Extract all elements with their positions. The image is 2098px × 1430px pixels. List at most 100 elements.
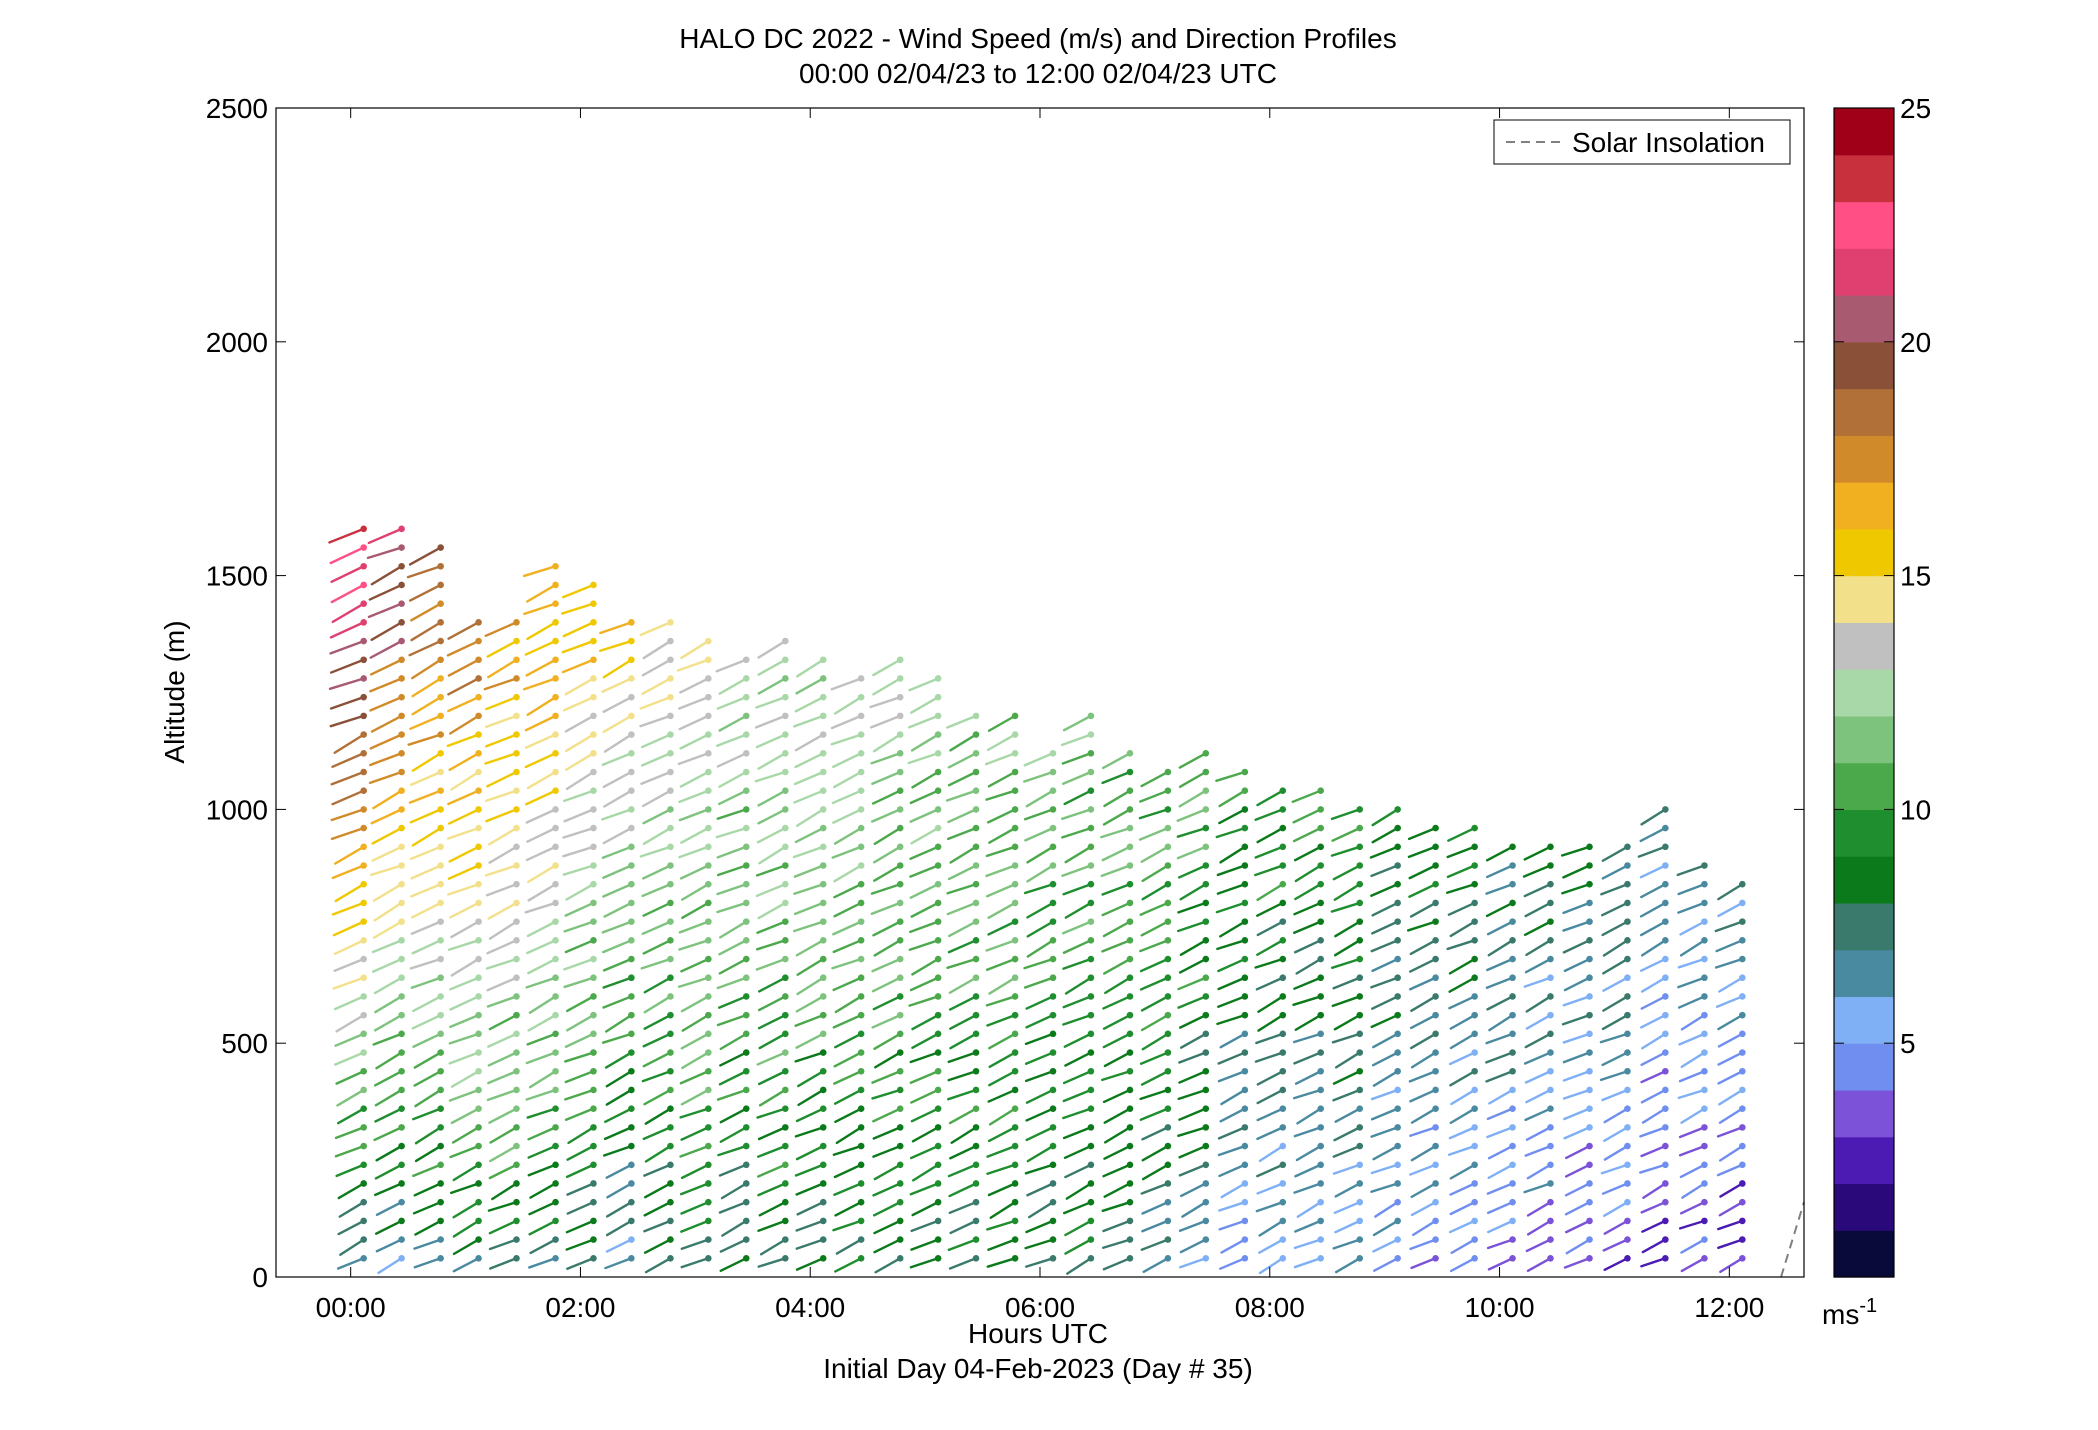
wind-barb bbox=[1679, 920, 1706, 936]
x-axis-sublabel: Initial Day 04-Feb-2023 (Day # 35) bbox=[823, 1353, 1253, 1384]
wind-barb-dot bbox=[972, 806, 980, 813]
wind-barb-dot bbox=[1164, 1254, 1172, 1262]
wind-barb-dot bbox=[1241, 880, 1249, 888]
wind-barb-dot bbox=[705, 993, 712, 1000]
wind-barb-dot bbox=[628, 974, 635, 982]
wind-barb-dot bbox=[1394, 806, 1401, 813]
wind-barb-dot bbox=[1241, 1198, 1249, 1206]
wind-barb bbox=[1640, 1051, 1667, 1066]
wind-barb bbox=[1025, 1107, 1055, 1122]
wind-barb bbox=[1679, 1163, 1706, 1179]
wind-barb bbox=[488, 1013, 518, 1031]
wind-barb bbox=[830, 733, 863, 746]
wind-barb-dot bbox=[475, 974, 482, 982]
y-tick-label: 1500 bbox=[206, 561, 268, 592]
wind-barb bbox=[642, 826, 672, 845]
wind-barb bbox=[1449, 1163, 1476, 1180]
wind-barb-dot bbox=[1087, 1198, 1095, 1206]
wind-barb-dot bbox=[1126, 1198, 1134, 1206]
wind-barb-dot bbox=[1317, 806, 1324, 813]
wind-barb bbox=[1104, 1126, 1132, 1144]
wind-barb-dot bbox=[398, 1067, 405, 1075]
wind-barb-dot bbox=[513, 1105, 520, 1112]
wind-barb-dot bbox=[1739, 1011, 1746, 1019]
wind-barb bbox=[872, 1200, 902, 1217]
wind-barb bbox=[832, 939, 863, 954]
wind-barb-dot bbox=[590, 806, 597, 813]
wind-barb-dot bbox=[1701, 899, 1708, 907]
wind-barb bbox=[602, 976, 633, 989]
wind-barb bbox=[718, 677, 748, 695]
wind-barb-dot bbox=[972, 1124, 980, 1131]
wind-barb-dot bbox=[1011, 1198, 1019, 1206]
wind-barb bbox=[1524, 1107, 1552, 1122]
wind-barb-dot bbox=[360, 899, 367, 907]
wind-barb bbox=[409, 957, 442, 970]
wind-barb-dot bbox=[628, 1198, 635, 1206]
wind-barb bbox=[1599, 1032, 1629, 1044]
wind-barb-dot bbox=[1164, 993, 1172, 1000]
wind-barb bbox=[1561, 1013, 1591, 1026]
wind-barb bbox=[1140, 1238, 1170, 1251]
wind-barb bbox=[524, 714, 557, 732]
wind-barb bbox=[1220, 1088, 1247, 1106]
wind-barb bbox=[374, 1182, 403, 1197]
wind-barb-dot bbox=[1356, 1236, 1364, 1243]
wind-barb-dot bbox=[1317, 880, 1324, 888]
wind-barb-dot bbox=[1662, 937, 1669, 944]
wind-barb-dot bbox=[1087, 862, 1095, 869]
wind-barb-dot bbox=[1739, 1030, 1746, 1038]
wind-barb-dot bbox=[1049, 1049, 1057, 1056]
wind-barb-dot bbox=[1202, 1198, 1210, 1206]
wind-barb-dot bbox=[360, 824, 367, 832]
wind-barb-dot bbox=[705, 1161, 712, 1169]
wind-barb-dot bbox=[360, 1124, 367, 1131]
wind-barb bbox=[1677, 957, 1706, 969]
wind-barb bbox=[1063, 789, 1093, 806]
wind-barb-dot bbox=[1126, 862, 1134, 869]
wind-barb-dot bbox=[1739, 1254, 1746, 1262]
wind-barb-dot bbox=[1586, 955, 1593, 963]
wind-barb-dot bbox=[782, 918, 789, 925]
wind-barb bbox=[1448, 1219, 1476, 1234]
wind-barb bbox=[987, 1182, 1017, 1197]
wind-barb-dot bbox=[1432, 880, 1439, 888]
wind-barb bbox=[411, 939, 442, 955]
wind-barb bbox=[757, 1013, 787, 1030]
wind-barb bbox=[641, 883, 672, 898]
wind-barb-dot bbox=[1087, 1217, 1095, 1225]
wind-barb-dot bbox=[628, 712, 635, 720]
wind-barb bbox=[757, 1144, 787, 1158]
wind-barb-dot bbox=[475, 768, 482, 776]
wind-barb bbox=[605, 1200, 633, 1218]
wind-barb-dot bbox=[1202, 843, 1210, 851]
wind-barb-dot bbox=[1202, 880, 1210, 888]
wind-barb-dot bbox=[1126, 1217, 1134, 1225]
wind-barb bbox=[910, 733, 940, 752]
wind-barb bbox=[450, 1070, 480, 1088]
wind-barb-dot bbox=[360, 600, 367, 607]
wind-barb bbox=[986, 1219, 1017, 1231]
wind-barb-dot bbox=[1241, 768, 1249, 776]
wind-barb bbox=[564, 1088, 595, 1101]
wind-barb bbox=[1524, 901, 1552, 918]
wind-barb-dot bbox=[475, 1161, 482, 1169]
wind-barb bbox=[1601, 864, 1629, 880]
wind-barb-dot bbox=[1241, 1030, 1249, 1038]
wind-barb bbox=[1717, 1032, 1744, 1048]
wind-barb bbox=[329, 658, 365, 674]
wind-barb-dot bbox=[972, 712, 980, 720]
wind-barb bbox=[642, 939, 672, 955]
wind-barb-dot bbox=[1701, 880, 1708, 888]
wind-barb-dot bbox=[1547, 1236, 1554, 1243]
wind-barb-dot bbox=[475, 937, 482, 944]
wind-barb-dot bbox=[896, 712, 904, 720]
wind-barb bbox=[718, 714, 748, 732]
wind-barb-dot bbox=[1356, 1086, 1364, 1094]
wind-barb bbox=[679, 770, 710, 788]
wind-barb-dot bbox=[1164, 862, 1172, 869]
wind-barb-dot bbox=[934, 880, 942, 888]
wind-barb bbox=[1332, 1238, 1361, 1250]
wind-barb-dot bbox=[1087, 712, 1095, 720]
colorbar-tick-label: 15 bbox=[1900, 561, 1931, 592]
